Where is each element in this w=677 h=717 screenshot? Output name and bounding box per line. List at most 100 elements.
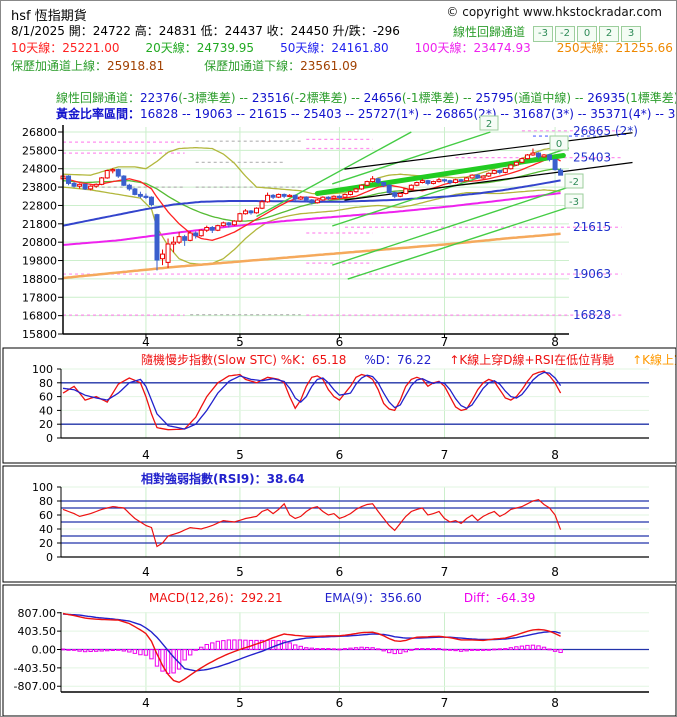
svg-text:5: 5: [236, 448, 244, 462]
macd-panel: [60, 612, 649, 693]
svg-text:60: 60: [39, 509, 53, 522]
text-part: 相對強弱指數(RSI9)：38.64: [141, 472, 305, 486]
svg-text:8: 8: [551, 448, 559, 462]
svg-text:25800: 25800: [22, 144, 57, 157]
text-part: 16828 -- 19063 -- 21615 -- 25403 -- 2572…: [140, 107, 677, 121]
text-part: (-2標準差) --: [290, 91, 364, 105]
text-part: ↑K線上穿D線+100線未轉差: [632, 353, 676, 367]
channel-stddev-button-3[interactable]: 3: [621, 26, 642, 42]
ma250-line: [62, 232, 561, 280]
text-part: (-3標準差) --: [178, 91, 252, 105]
text-part: 23516: [251, 91, 291, 105]
ma-legend-item: 20天線：24739.95: [145, 41, 255, 55]
svg-text:5: 5: [236, 335, 244, 349]
svg-text:16828: 16828: [573, 308, 611, 322]
macd-panel-title: MACD(12,26)：292.21 EMA(9)：356.60 Diff：-64.…: [149, 589, 535, 606]
svg-text:25403: 25403: [573, 151, 611, 165]
date-ohlc-text: 8/1/2025 開：24722 高：24831 低：24437 收：24450…: [11, 24, 400, 38]
svg-text:26865 (2*): 26865 (2*): [573, 124, 638, 138]
ma-legend-row: 10天線：25221.00 20天線：24739.95 50天線：24161.80 1…: [11, 39, 676, 56]
svg-text:20800: 20800: [22, 236, 57, 249]
svg-text:2: 2: [486, 119, 492, 130]
svg-text:20: 20: [39, 537, 53, 550]
svg-text:8: 8: [551, 696, 559, 710]
text-part: 24656: [363, 91, 402, 105]
svg-text:6: 6: [336, 335, 344, 349]
svg-text:100: 100: [32, 481, 53, 494]
ma-legend-item: 10天線：25221.00: [11, 41, 120, 55]
ma-legend-item: 50天線：24161.80: [280, 41, 389, 55]
channel-stddev-button--2[interactable]: -2: [555, 26, 576, 42]
svg-text:6: 6: [336, 565, 344, 579]
svg-text:0.00: 0.00: [32, 644, 57, 657]
svg-text:100: 100: [32, 363, 53, 376]
svg-text:6: 6: [336, 696, 344, 710]
svg-text:-3: -3: [569, 197, 579, 208]
stc-k-line: [62, 370, 562, 431]
copyright-icon: ©: [446, 5, 459, 19]
svg-text:6: 6: [336, 448, 344, 462]
svg-text:16800: 16800: [22, 310, 57, 323]
svg-text:17800: 17800: [22, 291, 57, 304]
boll_upper-line: [62, 146, 561, 196]
svg-text:22800: 22800: [22, 199, 57, 212]
ohlc-line: 8/1/2025 開：24722 高：24831 低：24437 收：24450…: [11, 22, 400, 39]
boll_lower-line: [62, 186, 561, 265]
svg-text:4: 4: [142, 565, 150, 579]
svg-text:23800: 23800: [22, 181, 57, 194]
rsi-panel-title: 相對強弱指數(RSI9)：38.64: [141, 470, 305, 487]
boll-upper-value: 25918.81: [107, 59, 165, 73]
svg-text:0: 0: [556, 139, 562, 150]
macd-line: [62, 612, 561, 684]
copyright-text: copyright www.hkstockradar.com: [458, 5, 662, 19]
green-channel-line: [332, 186, 570, 266]
text-part: 26935: [587, 91, 626, 105]
svg-text:8: 8: [551, 335, 559, 349]
svg-text:20: 20: [39, 418, 53, 431]
gridlines: [61, 127, 649, 692]
black-channel-line: [344, 132, 633, 170]
svg-text:0: 0: [46, 432, 53, 445]
text-part: 25795: [475, 91, 514, 105]
stc-d-line: [62, 371, 562, 430]
text-part: Diff：-64.39: [463, 591, 536, 605]
svg-text:19800: 19800: [22, 255, 57, 268]
svg-text:15800: 15800: [22, 328, 57, 341]
text-part: %D：76.22: [364, 353, 432, 367]
svg-text:4: 4: [142, 335, 150, 349]
regression-channel-legend: 線性回歸通道 -3 -2 0 2 3: [453, 21, 642, 42]
text-part: ↑K線上穿D線+RSI在低位背馳: [449, 353, 615, 367]
svg-text:24800: 24800: [22, 163, 57, 176]
svg-text:19063: 19063: [573, 267, 611, 281]
page-title: hsf 恆指期貨: [11, 5, 87, 24]
svg-text:7: 7: [441, 335, 449, 349]
text-part: (1標準差): [625, 91, 677, 105]
main-price-chart: [60, 130, 633, 316]
svg-text:40: 40: [39, 523, 53, 536]
svg-text:5: 5: [236, 565, 244, 579]
svg-text:4: 4: [142, 448, 150, 462]
channel-stddev-button-2[interactable]: 2: [599, 26, 620, 42]
regression-channel-label: 線性回歸通道: [453, 25, 526, 39]
text-part: (通道中線) --: [513, 91, 588, 105]
text-part: 隨機慢步指數(Slow STC) %K：65.18: [141, 353, 347, 367]
symbol-title: hsf 恆指期貨: [11, 9, 87, 24]
ma100-line: [62, 192, 561, 246]
boll-upper-label: 保歷加通道上線：: [11, 59, 108, 73]
boll-lower-value: 23561.09: [300, 59, 358, 73]
text-part: MACD(12,26)：292.21: [149, 591, 283, 605]
ma-legend-item: 250天線：21255.66: [556, 41, 673, 55]
svg-text:80: 80: [39, 377, 53, 390]
svg-text:80: 80: [39, 495, 53, 508]
svg-text:-2: -2: [569, 177, 579, 188]
green-channel-line: [347, 206, 570, 280]
svg-text:4: 4: [142, 696, 150, 710]
channel-stddev-button--3[interactable]: -3: [533, 26, 554, 42]
stochastic-panel-title: 隨機慢步指數(Slow STC) %K：65.18 %D：76.22 ↑K線上穿D線…: [141, 351, 676, 368]
channel-stddev-button-0[interactable]: 0: [577, 26, 598, 42]
svg-text:7: 7: [441, 696, 449, 710]
svg-text:21615: 21615: [573, 220, 611, 234]
stochastic-panel: [60, 369, 649, 439]
